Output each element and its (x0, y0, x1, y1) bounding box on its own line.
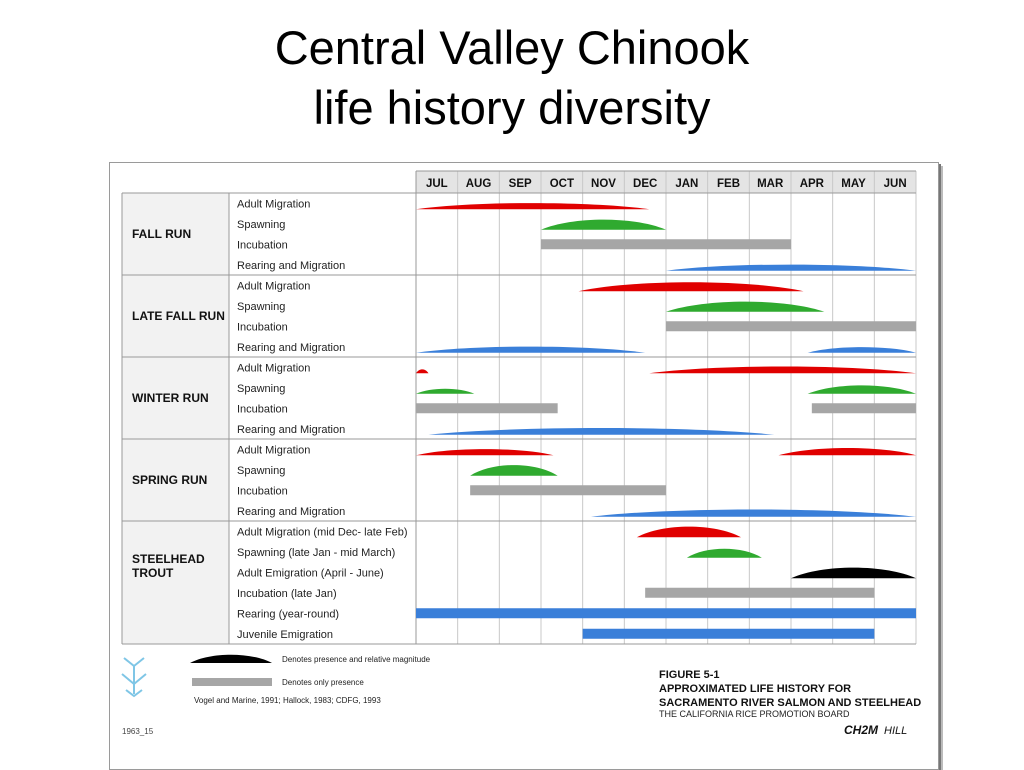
magnitude-hump (578, 282, 804, 292)
legend-presence-text: Denotes only presence (282, 678, 364, 687)
presence-bar (666, 321, 916, 332)
life-history-figure: JUL AUG SEP OCT NOV DEC JAN FEB MAR APR MAY JUN FALL… (109, 162, 939, 770)
caption-figure-number: FIGURE 5-1 (659, 669, 720, 681)
legend-sources: Vogel and Marine, 1991; Hallock, 1983; C… (194, 696, 381, 705)
brand-logo-mark: CH2M (844, 723, 879, 737)
group-name-cell (122, 275, 229, 357)
group-name: LATE FALL RUN (132, 309, 225, 323)
month-label: JUN (884, 178, 907, 190)
presence-bar (541, 239, 791, 250)
activity-label: Incubation (237, 321, 288, 333)
activity-label: Rearing and Migration (237, 506, 345, 518)
magnitude-hump (416, 388, 475, 394)
group-name: SPRING RUN (132, 473, 207, 487)
month-label: FEB (717, 178, 740, 190)
magnitude-hump (541, 219, 666, 230)
group-name-cell (122, 357, 229, 439)
group-name-cell (122, 439, 229, 521)
presence-bar (470, 485, 666, 496)
magnitude-hump (636, 526, 741, 538)
magnitude-hump (807, 347, 916, 353)
magnitude-hump (778, 447, 916, 456)
activity-label: Spawning (237, 383, 285, 395)
magnitude-hump (666, 264, 916, 271)
magnitude-hump (428, 428, 775, 435)
activity-label: Rearing and Migration (237, 342, 345, 354)
month-label: DEC (633, 178, 657, 190)
activity-label: Spawning (late Jan - mid March) (237, 547, 395, 559)
presence-bar (811, 403, 916, 414)
group-name: TROUT (132, 566, 174, 580)
month-label: JAN (675, 178, 698, 190)
legend-presence-swatch (192, 678, 272, 686)
presence-bar (416, 608, 916, 619)
magnitude-hump (591, 509, 916, 517)
magnitude-hump (649, 366, 916, 374)
activity-label: Adult Migration (mid Dec- late Feb) (237, 526, 408, 538)
month-label: APR (800, 178, 825, 190)
group-name: FALL RUN (132, 227, 191, 241)
activity-label: Adult Migration (237, 280, 310, 292)
magnitude-hump (686, 548, 762, 558)
magnitude-hump (416, 369, 429, 374)
month-label: MAR (757, 178, 784, 190)
group-name-cell (122, 193, 229, 275)
month-label: JUL (426, 178, 448, 190)
activity-label: Incubation (late Jan) (237, 588, 337, 600)
activity-label: Incubation (237, 485, 288, 497)
magnitude-hump (416, 346, 646, 353)
magnitude-hump (791, 567, 916, 579)
activity-label: Rearing and Migration (237, 424, 345, 436)
slide-title-line-2: life history diversity (313, 81, 711, 134)
group-name: STEELHEAD (132, 552, 205, 566)
activity-label: Incubation (237, 403, 288, 415)
group-name: WINTER RUN (132, 391, 209, 405)
magnitude-hump (416, 203, 650, 210)
caption-title-line: SACRAMENTO RIVER SALMON AND STEELHEAD (659, 697, 921, 709)
presence-bar (645, 587, 875, 598)
activity-label: Adult Migration (237, 362, 310, 374)
caption-organization: THE CALIFORNIA RICE PROMOTION BOARD (659, 709, 850, 719)
magnitude-hump (666, 301, 825, 312)
slide-title: Central Valley Chinook life history dive… (0, 18, 1024, 138)
presence-bar (416, 403, 558, 414)
magnitude-hump (807, 385, 916, 394)
month-label: MAY (841, 178, 866, 190)
caption-title-line: APPROXIMATED LIFE HISTORY FOR (659, 683, 851, 695)
activity-label: Spawning (237, 219, 285, 231)
legend-magnitude-swatch (190, 654, 272, 663)
month-label: AUG (466, 178, 492, 190)
month-label: OCT (550, 178, 574, 190)
logo-icon (121, 657, 147, 698)
brand-logo-suffix: HILL (884, 725, 907, 737)
activity-label: Adult Migration (237, 444, 310, 456)
activity-label: Adult Emigration (April - June) (237, 567, 384, 579)
group-name-cell (122, 521, 229, 644)
magnitude-hump (416, 449, 554, 456)
activity-label: Juvenile Emigration (237, 629, 333, 641)
month-label: NOV (591, 178, 616, 190)
magnitude-hump (470, 465, 558, 476)
figure-code: 1963_15 (122, 727, 154, 736)
activity-label: Rearing and Migration (237, 260, 345, 272)
activity-label: Spawning (237, 301, 285, 313)
activity-label: Spawning (237, 465, 285, 477)
presence-bar (582, 628, 875, 639)
activity-label: Adult Migration (237, 198, 310, 210)
activity-label: Rearing (year-round) (237, 608, 339, 620)
month-label: SEP (509, 178, 532, 190)
slide-title-line-1: Central Valley Chinook (274, 21, 750, 74)
activity-label: Incubation (237, 239, 288, 251)
life-history-chart: JUL AUG SEP OCT NOV DEC JAN FEB MAR APR MAY JUN FALL… (121, 170, 921, 737)
legend-magnitude-text: Denotes presence and relative magnitude (282, 655, 431, 664)
